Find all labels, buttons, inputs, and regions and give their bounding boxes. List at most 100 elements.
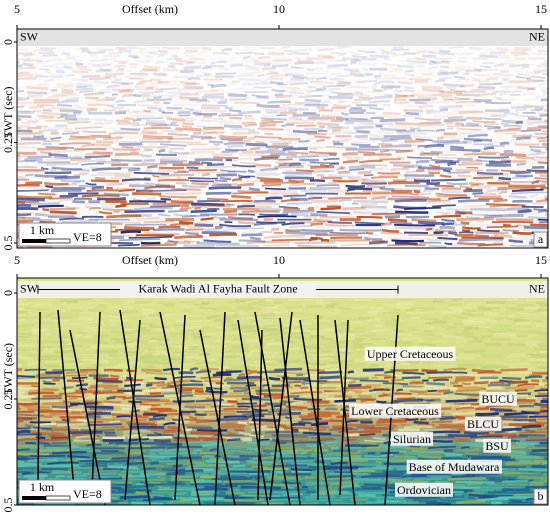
reflector — [468, 181, 484, 186]
reflector — [219, 298, 234, 303]
reflector — [252, 59, 272, 64]
reflector — [187, 314, 208, 318]
reflector — [529, 447, 548, 450]
reflector — [507, 330, 527, 333]
reflector — [143, 126, 171, 130]
reflector — [412, 498, 438, 503]
reflector — [313, 315, 324, 320]
reflector — [493, 131, 506, 136]
reflector — [288, 332, 310, 335]
reflector — [231, 164, 256, 168]
reflector — [260, 313, 277, 317]
reflector — [262, 301, 271, 305]
reflector — [438, 53, 458, 57]
reflector — [79, 459, 95, 463]
reflector — [468, 409, 490, 414]
reflector — [404, 451, 442, 456]
reflector — [17, 433, 43, 436]
reflector — [121, 407, 148, 411]
reflector — [160, 197, 172, 201]
reflector — [163, 422, 176, 426]
y-axis-title: TWT (sec) — [1, 343, 15, 395]
reflector — [103, 326, 122, 331]
reflector — [417, 145, 425, 148]
reflector — [220, 320, 234, 325]
reflector — [38, 324, 59, 327]
reflector — [293, 52, 310, 55]
panel-label: b — [538, 489, 544, 503]
reflector — [314, 205, 326, 210]
reflector — [509, 454, 541, 459]
reflector — [369, 167, 384, 172]
reflector — [480, 353, 503, 357]
reflector — [59, 48, 74, 49]
reflector — [466, 482, 483, 486]
reflector — [201, 301, 210, 305]
reflector — [17, 48, 35, 49]
reflector — [300, 153, 329, 157]
reflector — [158, 308, 168, 309]
reflector — [437, 71, 459, 76]
reflector — [467, 496, 475, 500]
reflector — [508, 195, 527, 199]
reflector — [219, 223, 252, 228]
reflector — [515, 75, 531, 79]
reflector — [480, 365, 509, 369]
reflector — [56, 327, 78, 332]
reflector — [459, 84, 475, 89]
reflector — [540, 400, 548, 403]
reflector — [116, 119, 130, 123]
reflector — [471, 150, 481, 153]
reflector — [436, 156, 462, 160]
reflector — [486, 225, 519, 229]
reflector — [17, 135, 31, 138]
reflector — [263, 449, 281, 454]
reflector — [393, 101, 409, 104]
reflector — [306, 72, 329, 76]
reflector — [360, 122, 382, 126]
reflector — [489, 111, 500, 116]
reflector — [17, 200, 40, 203]
reflector — [360, 67, 369, 72]
reflector — [50, 89, 58, 94]
ve-label: VE=8 — [73, 487, 102, 501]
reflector — [118, 58, 126, 59]
reflector — [17, 110, 30, 113]
reflector — [102, 54, 121, 58]
reflector — [534, 421, 548, 425]
reflector — [362, 382, 381, 386]
reflector — [159, 114, 173, 118]
reflector — [351, 55, 367, 58]
horizon-label-bg — [391, 431, 433, 446]
reflector — [102, 136, 123, 141]
reflector — [514, 70, 524, 74]
reflector — [452, 201, 482, 206]
reflector — [425, 108, 434, 112]
reflector — [330, 461, 348, 465]
reflector — [94, 176, 106, 181]
reflector — [75, 212, 116, 216]
reflector — [430, 150, 443, 155]
reflector — [149, 337, 169, 342]
reflector — [141, 243, 177, 247]
reflector — [168, 209, 188, 213]
reflector — [483, 122, 500, 126]
reflector — [17, 368, 23, 372]
reflector — [518, 467, 548, 472]
reflector — [17, 417, 33, 421]
reflector — [144, 361, 171, 365]
reflector — [489, 160, 511, 164]
reflector — [381, 139, 398, 143]
reflector — [84, 326, 103, 330]
reflector — [183, 65, 201, 71]
reflector — [17, 467, 36, 470]
reflector — [395, 303, 414, 307]
reflector — [189, 346, 198, 351]
reflector — [17, 184, 40, 187]
reflector — [170, 223, 189, 226]
reflector — [208, 324, 221, 329]
reflector — [390, 457, 418, 461]
reflector — [138, 153, 152, 158]
reflector — [285, 231, 328, 236]
reflector — [205, 109, 227, 113]
